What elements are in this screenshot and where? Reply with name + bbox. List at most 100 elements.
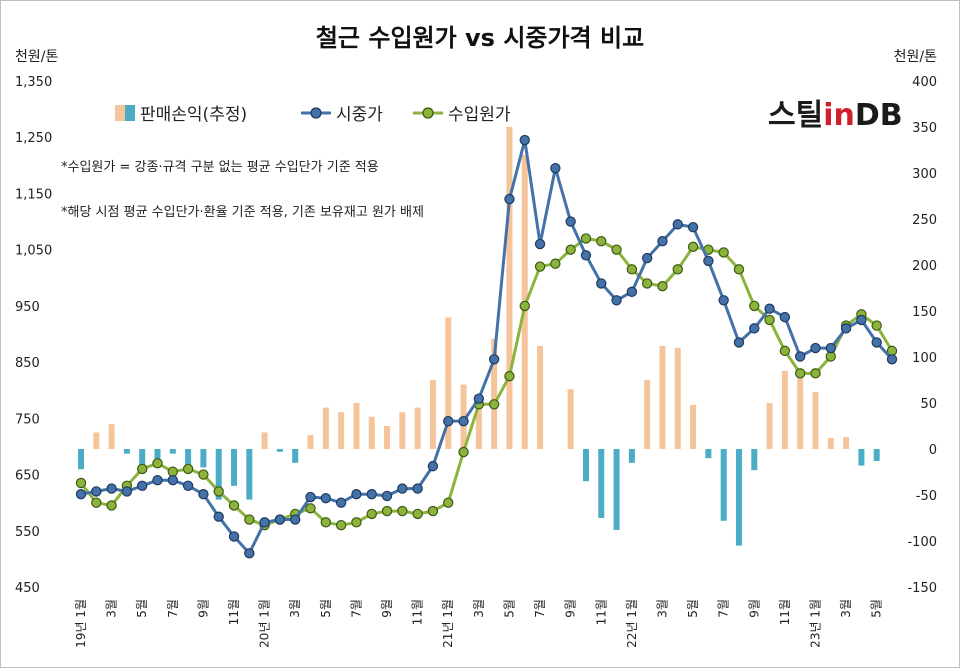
- profit-bar: [246, 449, 253, 500]
- right-tick-label: 400: [912, 75, 937, 90]
- left-tick-label: 1,050: [15, 244, 52, 259]
- x-tick-label: 23년 1월: [808, 599, 822, 648]
- x-axis-labels: 19년 1월 3월 5월 7월 9월 11월 20년 1월 3월 5월 7월 9월 11월 21년 1월…: [74, 599, 884, 648]
- profit-bar: [827, 437, 834, 449]
- market-price-point: [703, 255, 714, 267]
- profit-bar: [185, 449, 192, 466]
- import-cost-point: [244, 514, 255, 525]
- market-price-point: [320, 492, 332, 504]
- import-cost-point: [366, 508, 377, 520]
- profit-bar: [491, 338, 498, 449]
- import-cost-point: [335, 519, 347, 531]
- import-cost-point: [565, 244, 576, 255]
- legend-label-profit: 판매손익(추정): [140, 105, 247, 125]
- profit-bar: [78, 449, 84, 470]
- profit-bar: [735, 449, 742, 546]
- market-price-point: [213, 511, 224, 522]
- market-price-point: [840, 323, 852, 334]
- import-cost-point: [779, 345, 791, 357]
- profit-bar: [169, 449, 176, 454]
- market-price-point: [534, 238, 546, 250]
- profit-bar: [781, 370, 788, 449]
- x-tick-label: 3월: [105, 599, 119, 618]
- market-price-point: [749, 323, 760, 334]
- import-cost-point: [733, 264, 745, 275]
- left-tick-label: 1,250: [15, 131, 52, 146]
- market-price-point: [779, 311, 791, 323]
- profit-bar: [139, 449, 146, 468]
- market-price-point: [412, 483, 423, 494]
- profit-bar: [766, 403, 773, 449]
- legend-swatch-profit-pos: [115, 105, 125, 121]
- market-price-point: [427, 460, 439, 472]
- market-price-point: [458, 415, 469, 427]
- market-price-point: [718, 295, 729, 306]
- x-tick-label: 5월: [870, 599, 884, 618]
- market-price-point: [641, 252, 653, 264]
- logo: 스틸inDB: [768, 98, 903, 133]
- import-cost-point: [810, 368, 821, 379]
- left-tick-label: 550: [15, 525, 40, 540]
- x-tick-label: 7월: [349, 599, 363, 618]
- profit-bar: [93, 432, 100, 449]
- market-price-point: [473, 393, 485, 404]
- profit-bar: [644, 380, 651, 449]
- import-cost-point: [871, 320, 882, 331]
- market-price-point: [611, 295, 622, 306]
- profit-bar: [475, 407, 482, 449]
- market-price-point: [152, 474, 163, 486]
- note-1: *수입원가 = 강종·규격 구분 없는 평균 수입단가 기준 적용: [61, 160, 379, 175]
- profit-bar: [690, 404, 697, 449]
- market-price-point: [825, 342, 836, 354]
- import-cost-point: [167, 466, 179, 477]
- market-price-point: [244, 548, 255, 559]
- profit-bar: [720, 449, 727, 521]
- right-tick-label: -50: [916, 489, 937, 504]
- market-price-point: [75, 489, 87, 500]
- import-cost-point: [412, 508, 423, 520]
- profit-bar: [414, 407, 421, 449]
- profit-bar: [399, 412, 406, 449]
- logo-part3: DB: [855, 98, 903, 133]
- x-tick-label: 11월: [594, 599, 608, 625]
- market-price-point: [121, 486, 133, 497]
- profit-bar: [108, 424, 115, 449]
- market-price-point: [335, 497, 347, 508]
- x-tick-label: 3월: [655, 599, 669, 618]
- left-axis-ticks: 450 550 650 750 850 950 1,050 1,150 1,250 1,350: [15, 75, 52, 596]
- market-price-point: [794, 351, 806, 362]
- import-cost-point: [550, 258, 561, 269]
- import-cost-point: [427, 505, 439, 517]
- import-cost-point: [305, 503, 316, 514]
- profit-bar: [338, 412, 345, 449]
- x-tick-label: 11월: [411, 599, 425, 625]
- legend: 판매손익(추정) 시중가 수입원가: [115, 105, 511, 125]
- import-cost-point: [182, 463, 194, 475]
- import-cost-point: [596, 236, 607, 247]
- market-price-point: [871, 337, 882, 348]
- x-tick-label: 7월: [533, 599, 547, 618]
- import-cost-point: [106, 500, 117, 511]
- x-tick-label: 11월: [778, 599, 792, 625]
- right-tick-label: -100: [907, 535, 937, 550]
- profit-bar: [567, 389, 574, 449]
- import-cost-point: [749, 300, 760, 312]
- market-price-point: [764, 303, 775, 314]
- market-price-point: [366, 489, 377, 500]
- x-tick-label: 7월: [166, 599, 180, 618]
- market-price-point: [351, 489, 362, 500]
- import-cost-point: [443, 497, 454, 508]
- import-cost-point: [397, 505, 408, 517]
- import-cost-point: [794, 368, 806, 379]
- market-price-point: [519, 134, 530, 146]
- profit-bar: [429, 380, 436, 449]
- profit-bar: [231, 449, 238, 486]
- profit-bar: [812, 391, 819, 449]
- profit-bar: [261, 432, 268, 449]
- svg-text:스틸inDB: 스틸inDB: [768, 98, 903, 133]
- x-tick-label: 9월: [747, 599, 761, 618]
- legend-marker-import: [422, 107, 434, 119]
- profit-bar: [628, 449, 635, 463]
- profit-bar: [276, 449, 283, 452]
